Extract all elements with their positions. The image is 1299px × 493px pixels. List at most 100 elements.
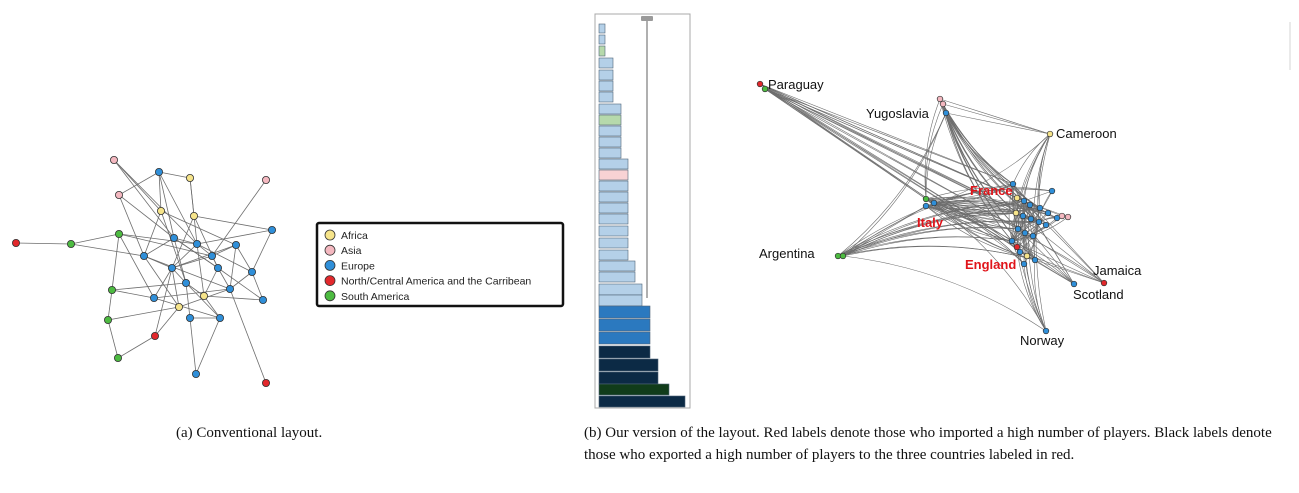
histogram-bar[interactable] <box>598 294 643 307</box>
graph-edge <box>158 171 191 179</box>
caption-a: (a) Conventional layout. <box>176 425 323 441</box>
graph-edge <box>203 295 221 319</box>
graph-node <box>1026 201 1034 209</box>
graph-edge <box>158 171 162 212</box>
graph-edge <box>153 288 231 299</box>
histogram-bar[interactable] <box>598 371 659 385</box>
legend-label: North/Central America and the Carribean <box>341 276 531 288</box>
histogram-bar[interactable] <box>598 331 651 345</box>
graph-edge <box>925 197 1058 219</box>
conventional-graph <box>11 155 276 387</box>
graph-edge <box>217 267 264 301</box>
histogram-bar[interactable] <box>598 249 629 261</box>
histogram-bar[interactable] <box>598 45 606 57</box>
graph-node <box>1008 237 1016 245</box>
histogram-bar[interactable] <box>598 358 659 372</box>
histogram-bar[interactable] <box>598 202 629 214</box>
graph-node <box>189 211 198 220</box>
graph-edge <box>1011 197 1018 242</box>
legend-swatch-icon <box>324 290 336 302</box>
histogram-bar[interactable] <box>598 305 651 319</box>
graph-node <box>1035 218 1043 226</box>
graph-edge <box>117 335 156 359</box>
histogram-bar[interactable] <box>598 103 622 115</box>
graph-edge <box>217 267 231 290</box>
graph-edge <box>154 267 173 337</box>
graph-node <box>1012 209 1020 217</box>
histogram-bar[interactable] <box>598 225 629 237</box>
graph-node <box>149 293 158 302</box>
graph-node <box>174 302 183 311</box>
graph-edge <box>107 319 119 359</box>
graph-node <box>1044 209 1052 217</box>
histogram-bar[interactable] <box>598 271 636 283</box>
graph-edge <box>107 289 113 321</box>
histogram-bar[interactable] <box>598 237 629 249</box>
graph-node <box>67 239 76 248</box>
histogram-bar[interactable] <box>598 136 622 148</box>
histogram-bar[interactable] <box>598 91 614 103</box>
graph-node <box>1064 213 1072 221</box>
histogram-bar[interactable] <box>598 158 629 170</box>
histogram-bar[interactable] <box>598 191 629 203</box>
graph-node <box>1013 194 1021 202</box>
histogram-bar[interactable] <box>598 283 643 296</box>
graph-edge <box>842 205 927 257</box>
legend-label: South America <box>341 291 409 303</box>
histogram-bar[interactable] <box>598 80 614 92</box>
histogram-bar[interactable] <box>598 125 622 137</box>
histogram-bar[interactable] <box>598 213 629 225</box>
graph-edge <box>925 198 1047 332</box>
histogram-bar[interactable] <box>598 34 606 45</box>
graph-edge <box>764 88 1019 230</box>
graph-node <box>169 233 178 242</box>
graph-node <box>225 284 234 293</box>
graph-edge <box>70 243 145 257</box>
histogram-bar[interactable] <box>598 318 651 332</box>
label-france: France <box>970 183 1013 198</box>
graph-node <box>261 175 270 184</box>
graph-node <box>756 80 764 88</box>
label-norway: Norway <box>1020 333 1065 348</box>
our-version-graph-edges <box>759 83 1105 332</box>
histogram-threshold-handle[interactable] <box>641 16 653 21</box>
histogram-bar[interactable] <box>598 260 636 272</box>
legend-label: Europe <box>341 260 375 272</box>
histogram-bar[interactable] <box>598 345 651 359</box>
histogram-bar[interactable] <box>598 114 622 126</box>
graph-node <box>1019 212 1027 220</box>
graph-edge <box>1023 200 1105 284</box>
histogram-bar[interactable] <box>598 69 614 81</box>
histogram-bar[interactable] <box>598 395 686 408</box>
histogram-bar[interactable] <box>598 147 622 159</box>
graph-edge <box>171 267 180 308</box>
histogram-bar[interactable] <box>598 169 629 181</box>
graph-edge <box>118 233 198 245</box>
graph-node <box>1009 180 1017 188</box>
graph-node <box>839 252 847 260</box>
graph-node <box>156 206 165 215</box>
graph-edge <box>842 112 947 257</box>
histogram-bar[interactable] <box>598 57 614 69</box>
graph-node <box>1042 221 1050 229</box>
degree-histogram <box>594 13 691 409</box>
histogram-bar[interactable] <box>598 383 670 396</box>
legend-swatch-icon <box>324 259 336 271</box>
graph-node <box>1020 197 1028 205</box>
legend-swatch-icon <box>324 244 336 256</box>
graph-node <box>11 238 20 247</box>
label-england: England <box>965 257 1016 272</box>
graph-node <box>261 378 270 387</box>
graph-edge <box>842 220 1040 257</box>
legend: Africa Asia Europe North/Central America an… <box>315 221 565 308</box>
graph-node <box>1029 232 1037 240</box>
graph-edge <box>153 297 221 319</box>
histogram-bar[interactable] <box>598 180 629 192</box>
graph-edge <box>933 202 1021 253</box>
graph-edge <box>925 205 1075 285</box>
histogram-bar[interactable] <box>598 23 606 34</box>
graph-node <box>115 190 124 199</box>
graph-node <box>1046 130 1054 138</box>
graph-edge <box>171 215 195 269</box>
graph-node <box>1048 187 1056 195</box>
